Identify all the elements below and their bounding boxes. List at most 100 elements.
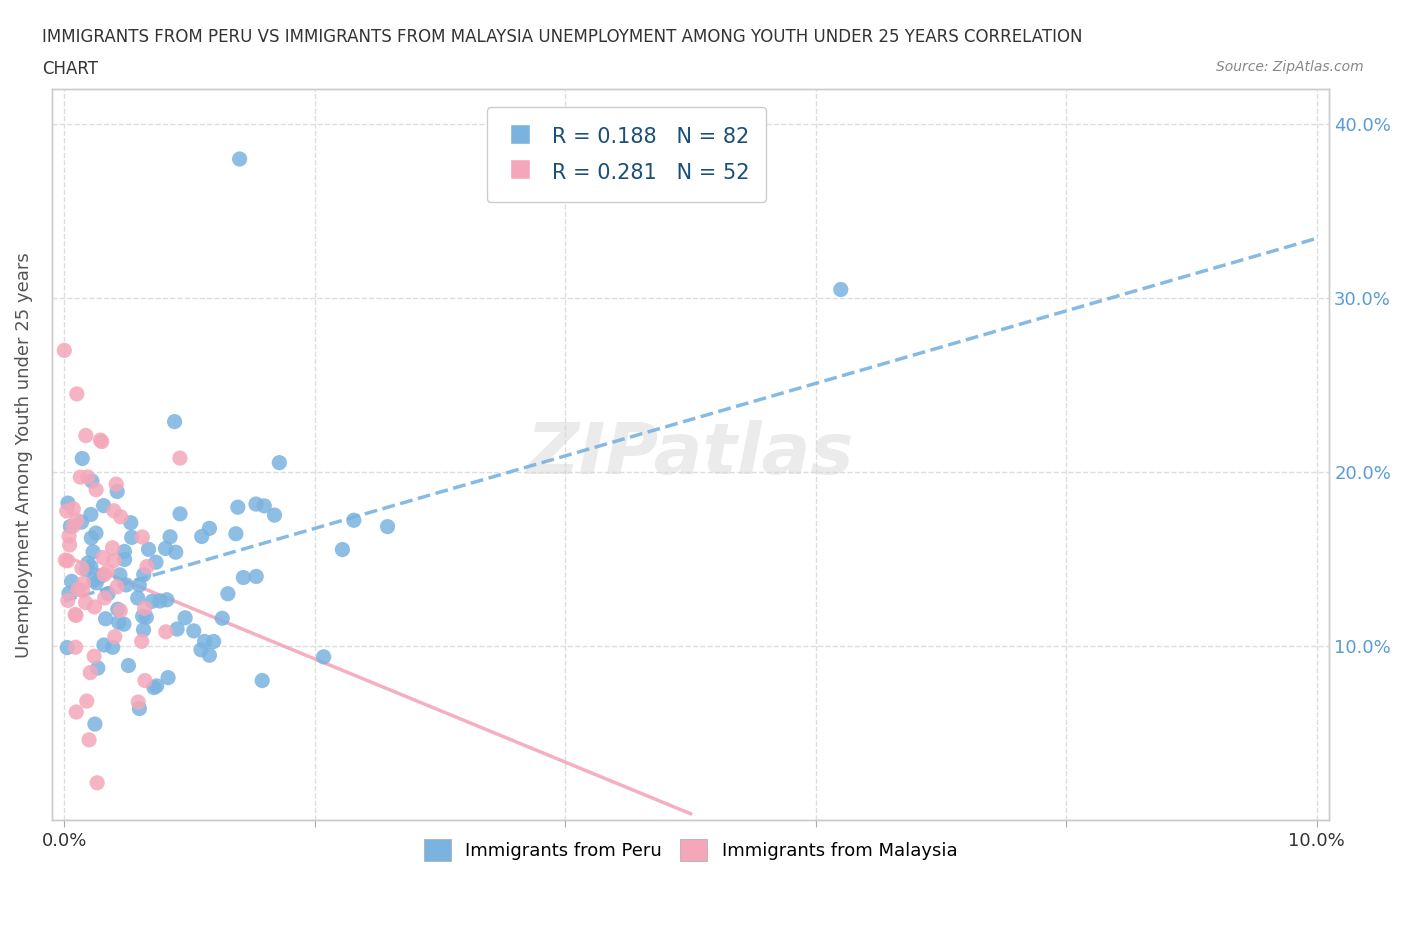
Immigrants from Peru <box>114 552 136 567</box>
Immigrants from Malaysia <box>56 553 79 568</box>
Immigrants from Peru <box>332 542 354 557</box>
Immigrants from Malaysia <box>134 673 156 688</box>
Immigrants from Malaysia <box>103 503 125 518</box>
Immigrants from Peru <box>83 573 105 588</box>
Immigrants from Malaysia <box>155 624 177 639</box>
Immigrants from Peru <box>77 555 100 570</box>
Immigrants from Malaysia <box>72 576 94 591</box>
Immigrants from Malaysia <box>70 561 93 576</box>
Immigrants from Peru <box>128 701 150 716</box>
Immigrants from Malaysia <box>134 601 156 616</box>
Immigrants from Malaysia <box>97 564 120 578</box>
Immigrants from Peru <box>75 562 97 577</box>
Immigrants from Peru <box>132 622 155 637</box>
Immigrants from Peru <box>117 658 139 673</box>
Immigrants from Peru <box>80 507 103 522</box>
Immigrants from Peru <box>128 578 150 592</box>
Immigrants from Peru <box>211 611 233 626</box>
Immigrants from Malaysia <box>93 591 115 605</box>
Immigrants from Peru <box>225 526 247 541</box>
Immigrants from Peru <box>190 529 212 544</box>
Immigrants from Peru <box>107 615 129 630</box>
Y-axis label: Unemployment Among Youth under 25 years: Unemployment Among Youth under 25 years <box>15 252 32 658</box>
Immigrants from Malaysia <box>83 600 105 615</box>
Immigrants from Peru <box>127 591 149 605</box>
Immigrants from Peru <box>163 414 186 429</box>
Immigrants from Malaysia <box>84 483 107 498</box>
Immigrants from Malaysia <box>104 630 127 644</box>
Legend: Immigrants from Peru, Immigrants from Malaysia: Immigrants from Peru, Immigrants from Ma… <box>415 830 966 870</box>
Immigrants from Peru <box>112 544 135 559</box>
Immigrants from Peru <box>90 568 112 583</box>
Immigrants from Peru <box>245 497 267 512</box>
Immigrants from Malaysia <box>65 705 87 720</box>
Immigrants from Peru <box>80 473 103 488</box>
Immigrants from Peru <box>60 574 83 589</box>
Immigrants from Peru <box>94 611 117 626</box>
Immigrants from Malaysia <box>86 776 108 790</box>
Immigrants from Peru <box>165 545 187 560</box>
Immigrants from Malaysia <box>77 733 100 748</box>
Immigrants from Peru <box>157 671 180 685</box>
Immigrants from Peru <box>115 578 138 592</box>
Immigrants from Peru <box>166 621 188 636</box>
Immigrants from Peru <box>120 515 142 530</box>
Immigrants from Malaysia <box>131 634 153 649</box>
Immigrants from Peru <box>56 496 79 511</box>
Immigrants from Peru <box>101 640 124 655</box>
Immigrants from Peru <box>156 592 179 607</box>
Immigrants from Peru <box>70 451 93 466</box>
Immigrants from Peru <box>80 559 103 574</box>
Immigrants from Peru <box>145 679 167 694</box>
Immigrants from Peru <box>183 623 205 638</box>
Immigrants from Peru <box>121 530 143 545</box>
Immigrants from Peru <box>93 638 115 653</box>
Text: ZIPatlas: ZIPatlas <box>527 420 855 489</box>
Immigrants from Malaysia <box>65 608 87 623</box>
Immigrants from Malaysia <box>55 503 77 518</box>
Immigrants from Peru <box>59 519 82 534</box>
Immigrants from Malaysia <box>93 567 115 582</box>
Immigrants from Peru <box>169 507 191 522</box>
Immigrants from Malaysia <box>59 538 82 552</box>
Immigrants from Peru <box>135 610 157 625</box>
Immigrants from Peru <box>155 541 177 556</box>
Immigrants from Malaysia <box>83 649 105 664</box>
Immigrants from Peru <box>105 484 128 498</box>
Immigrants from Malaysia <box>101 540 124 555</box>
Immigrants from Malaysia <box>66 387 89 402</box>
Immigrants from Peru <box>80 530 103 545</box>
Immigrants from Peru <box>228 152 250 166</box>
Immigrants from Malaysia <box>62 501 84 516</box>
Immigrants from Peru <box>83 717 105 732</box>
Immigrants from Peru <box>312 649 335 664</box>
Immigrants from Peru <box>202 634 225 649</box>
Immigrants from Peru <box>87 660 110 675</box>
Immigrants from Malaysia <box>110 510 132 525</box>
Immigrants from Malaysia <box>66 582 89 597</box>
Immigrants from Malaysia <box>76 694 98 709</box>
Immigrants from Peru <box>138 542 160 557</box>
Immigrants from Malaysia <box>169 451 191 466</box>
Immigrants from Peru <box>193 634 215 649</box>
Immigrants from Peru <box>70 514 93 529</box>
Immigrants from Peru <box>190 643 212 658</box>
Immigrants from Peru <box>159 529 181 544</box>
Immigrants from Malaysia <box>76 470 98 485</box>
Immigrants from Peru <box>250 673 273 688</box>
Immigrants from Malaysia <box>62 519 84 534</box>
Immigrants from Peru <box>58 586 80 601</box>
Immigrants from Peru <box>377 519 399 534</box>
Immigrants from Peru <box>226 499 249 514</box>
Immigrants from Peru <box>343 512 366 527</box>
Immigrants from Peru <box>245 569 267 584</box>
Text: IMMIGRANTS FROM PERU VS IMMIGRANTS FROM MALAYSIA UNEMPLOYMENT AMONG YOUTH UNDER : IMMIGRANTS FROM PERU VS IMMIGRANTS FROM … <box>42 28 1083 46</box>
Immigrants from Malaysia <box>103 553 125 568</box>
Immigrants from Malaysia <box>65 640 87 655</box>
Immigrants from Peru <box>93 498 115 513</box>
Immigrants from Peru <box>131 609 153 624</box>
Immigrants from Malaysia <box>89 432 111 447</box>
Immigrants from Peru <box>198 521 221 536</box>
Immigrants from Malaysia <box>58 528 80 543</box>
Immigrants from Malaysia <box>53 343 76 358</box>
